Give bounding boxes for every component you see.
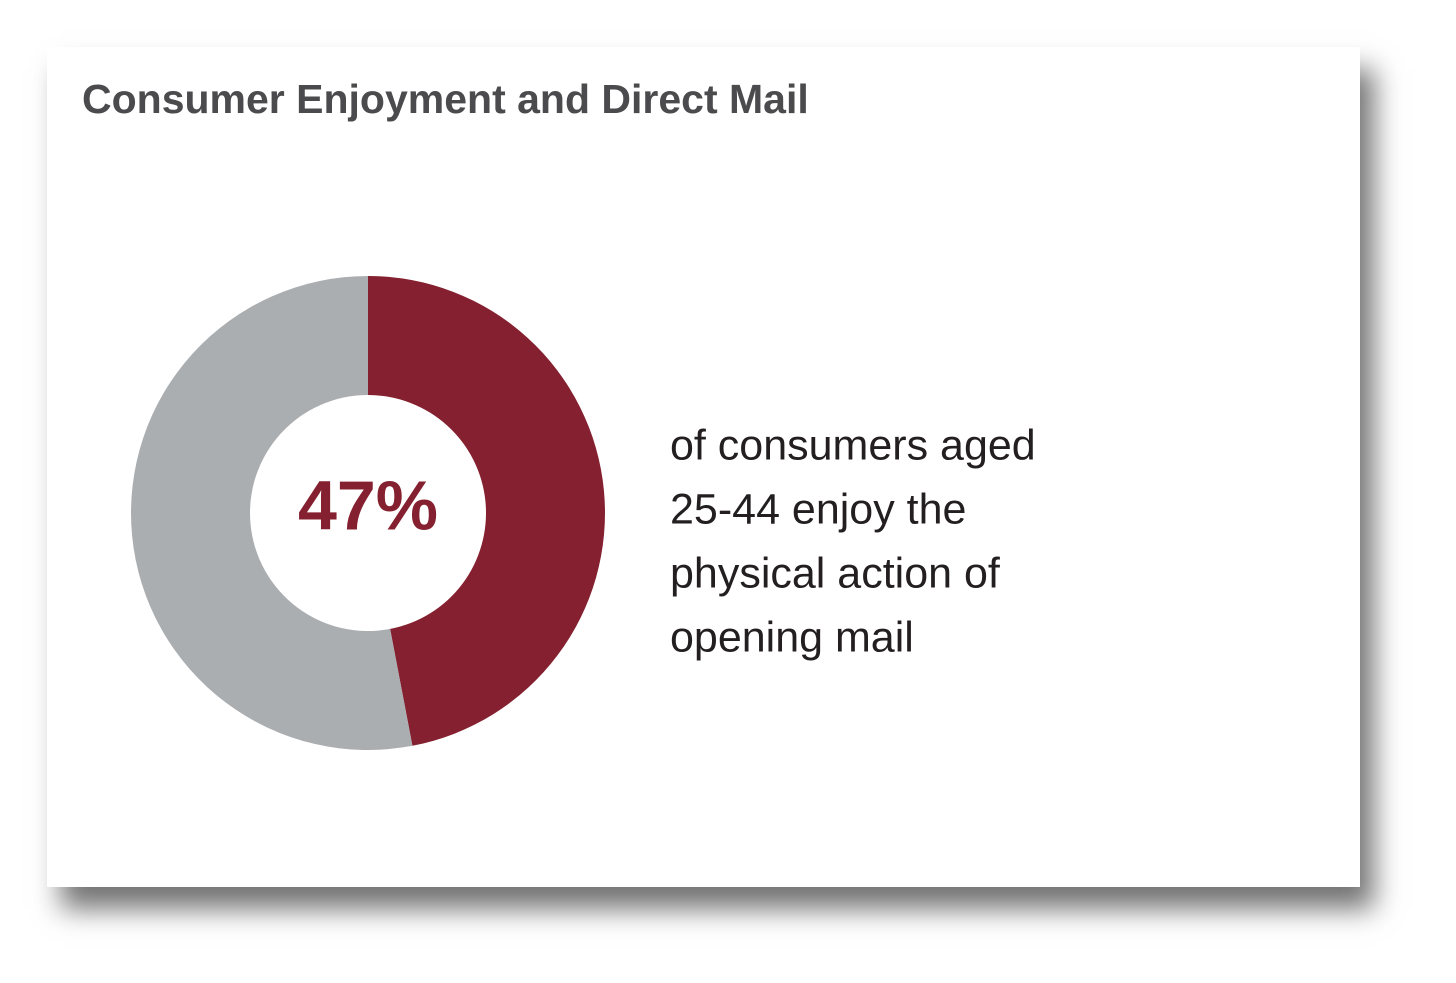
annotation-line: of consumers aged: [670, 421, 1036, 469]
card: [47, 47, 1360, 887]
annotation-line: physical action of: [670, 549, 1001, 597]
center-value-label: 47%: [298, 466, 438, 544]
annotation-line: 25-44 enjoy the: [670, 485, 966, 533]
donut-segment: [130, 276, 413, 751]
donut-segment: [368, 276, 605, 746]
chart-title: Consumer Enjoyment and Direct Mail: [82, 76, 809, 122]
annotation-line: opening mail: [670, 613, 914, 661]
